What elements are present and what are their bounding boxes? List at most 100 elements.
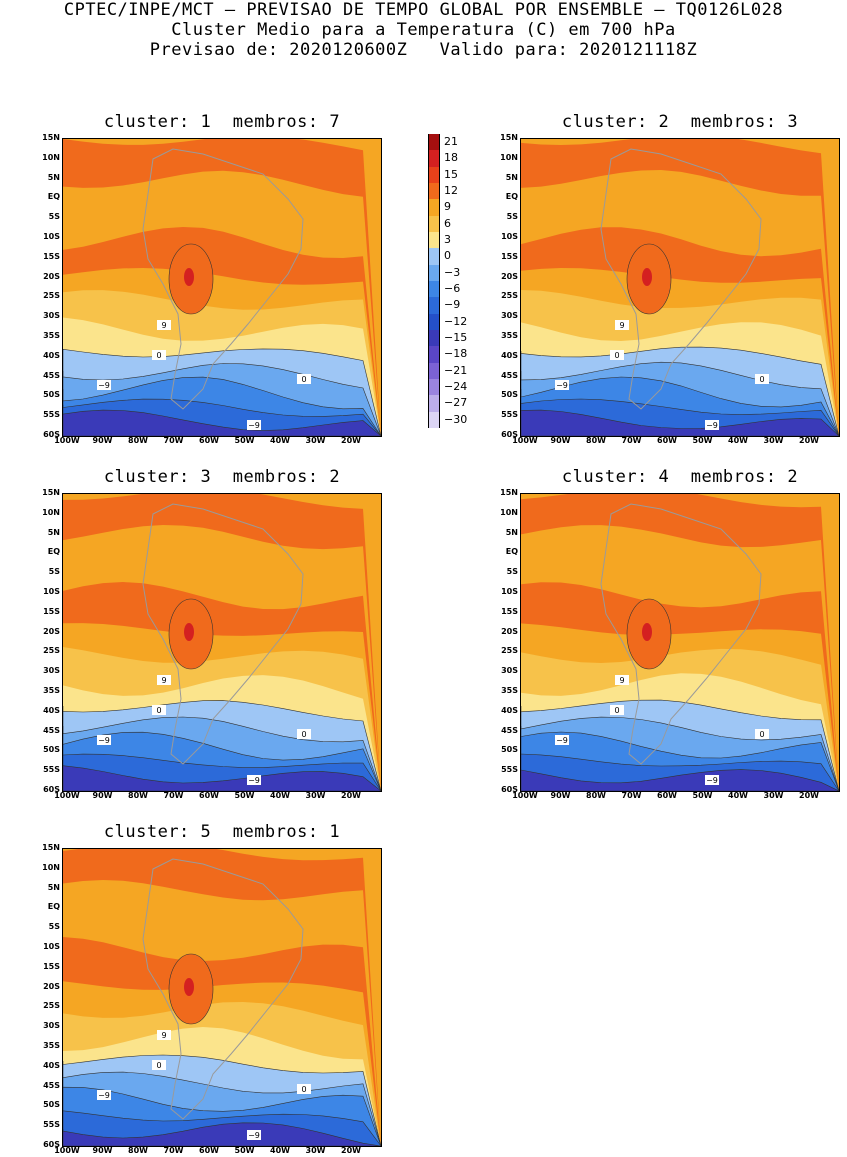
lat-label: 60S	[43, 1140, 60, 1149]
hot-spot	[642, 623, 652, 641]
contour-label-box	[705, 420, 719, 430]
lon-label: 70W	[621, 791, 642, 800]
isotherm-band	[63, 409, 381, 436]
lon-label: 90W	[92, 791, 113, 800]
colorbar-swatch	[428, 411, 440, 429]
lon-label: 50W	[234, 791, 255, 800]
contour-label-box	[152, 1060, 166, 1070]
lat-label: 15S	[43, 961, 60, 971]
lon-label: 60W	[199, 791, 219, 800]
colorbar-label: −15	[444, 331, 468, 344]
lon-label: 100W	[512, 436, 538, 445]
lat-label: EQ	[505, 547, 518, 557]
lon-label: 100W	[54, 436, 80, 445]
lat-label: 60S	[43, 785, 60, 794]
lon-label: 30W	[305, 1146, 326, 1155]
lat-label: 40S	[43, 1060, 60, 1070]
lat-label: 60S	[43, 430, 60, 439]
contour-label: −9	[706, 421, 718, 430]
lat-label: 30S	[43, 1021, 60, 1031]
lon-label: 90W	[92, 436, 113, 445]
map-panel-cluster-4: 9 0 0 −9 −9	[520, 493, 840, 792]
contour-label: 0	[759, 375, 764, 384]
colorbar-swatch	[428, 150, 440, 168]
colorbar-swatch	[428, 134, 440, 151]
contour-label: 0	[301, 1085, 306, 1094]
lon-label: 20W	[341, 791, 361, 800]
lon-label: 80W	[128, 1146, 148, 1155]
colorbar-label: 6	[444, 216, 451, 230]
contour-label-box	[157, 1030, 171, 1040]
lat-label: 40S	[501, 350, 518, 360]
lon-label: 60W	[199, 1146, 219, 1155]
contour-label-box	[297, 1084, 311, 1094]
lat-label: 20S	[501, 271, 518, 281]
colorbar-label: 12	[444, 184, 458, 197]
lat-label: 25S	[43, 646, 60, 656]
lon-label: 40W	[270, 1146, 290, 1155]
lat-label: 40S	[43, 705, 60, 715]
contour-label: −9	[556, 381, 568, 390]
lat-label: 35S	[43, 1041, 60, 1050]
lat-label: 5N	[505, 527, 518, 537]
contour-label-box	[97, 1090, 111, 1100]
lat-label: 30S	[43, 311, 60, 321]
lon-label: 20W	[341, 1146, 361, 1155]
lat-label: 10S	[43, 942, 60, 951]
contour-label: −9	[98, 381, 110, 390]
lat-label: 55S	[501, 410, 518, 420]
lat-label: 15N	[42, 133, 60, 142]
lat-label: 5N	[47, 882, 60, 892]
contour-label-box	[610, 350, 624, 360]
lat-label: 25S	[501, 291, 518, 301]
temperature-field-1: 9 0 0 −9 −9	[63, 139, 381, 436]
hot-spot	[184, 623, 194, 641]
colorbar-label: 3	[444, 233, 451, 246]
lat-label: 5S	[48, 212, 60, 222]
colorbar-swatch	[428, 379, 440, 396]
lon-label: 50W	[692, 436, 713, 445]
lat-label: 20S	[43, 981, 60, 991]
lat-label: 20S	[43, 271, 60, 281]
contour-label: −9	[248, 1131, 260, 1140]
lat-label: 15S	[43, 606, 60, 616]
temperature-field-3: 9 0 0 −9 −9	[63, 494, 381, 791]
lat-label: 5S	[48, 567, 60, 577]
lat-label: 15S	[43, 251, 60, 261]
colorbar-swatch	[428, 264, 440, 282]
contour-label-box	[152, 705, 166, 715]
lon-label: 20W	[341, 436, 361, 445]
lon-label: 20W	[799, 791, 819, 800]
hot-spot	[184, 978, 194, 996]
contour-label: 0	[301, 730, 306, 739]
contour-label: 0	[156, 706, 161, 715]
map-panel-cluster-2: 9 0 0 −9 −9	[520, 138, 840, 437]
lat-label: 5N	[47, 172, 60, 182]
lat-label: 25S	[43, 291, 60, 301]
contour-label-box	[97, 735, 111, 745]
lat-label: 45S	[43, 725, 60, 735]
lat-label: 5S	[506, 212, 518, 222]
lon-label: 70W	[621, 436, 642, 445]
lat-label: 60S	[501, 430, 518, 439]
lat-label: 5N	[47, 527, 60, 537]
contour-label-box	[615, 320, 629, 330]
lon-label: 70W	[163, 1146, 184, 1155]
contour-label-box	[157, 675, 171, 685]
lon-label: 30W	[305, 436, 326, 445]
colorbar-swatch	[428, 199, 440, 217]
colorbar-label: 18	[444, 151, 458, 165]
contour-label: −9	[706, 776, 718, 785]
lat-label: EQ	[505, 192, 518, 202]
contour-label: 0	[301, 375, 306, 384]
lat-label: 45S	[501, 370, 518, 380]
colorbar-swatch	[428, 281, 440, 298]
lat-label: 15N	[42, 843, 60, 852]
panel-title-3: cluster: 3 membros: 2	[103, 467, 341, 487]
lat-label: 45S	[43, 1080, 60, 1090]
lat-label: 55S	[501, 765, 518, 775]
contour-label-box	[755, 374, 769, 384]
temperature-field-5: 9 0 0 −9 −9	[63, 849, 381, 1146]
lat-label: EQ	[47, 902, 60, 912]
lat-label: 10N	[42, 862, 60, 872]
